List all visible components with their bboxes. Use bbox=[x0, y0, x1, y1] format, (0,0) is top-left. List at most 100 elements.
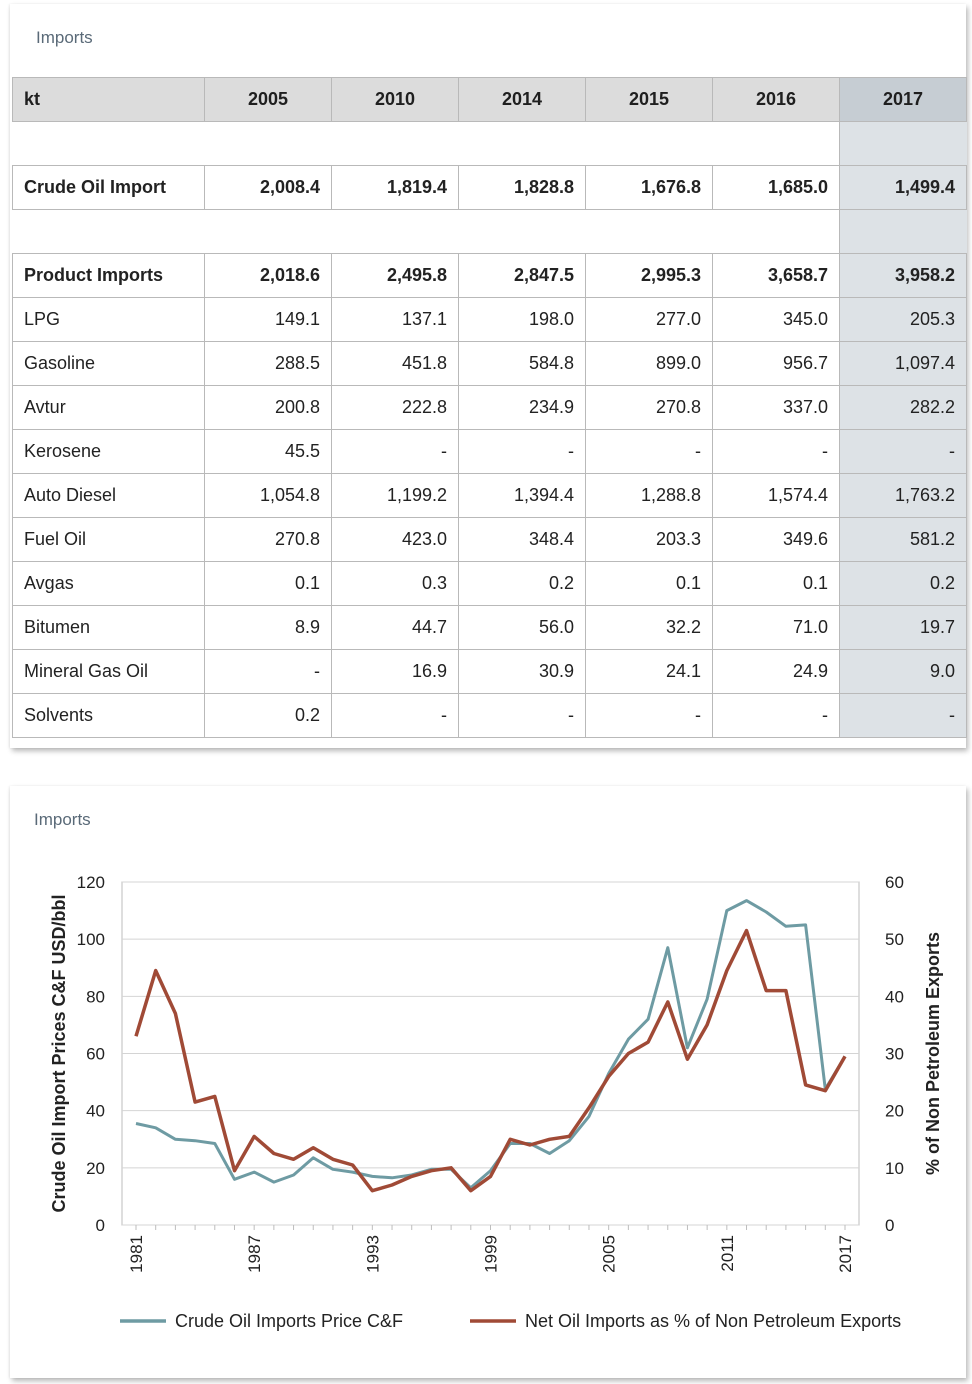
table-cell: 349.6 bbox=[712, 517, 840, 562]
header-year-2015: 2015 bbox=[585, 77, 713, 122]
row-label: Avgas bbox=[12, 561, 205, 606]
table-cell: 2,008.4 bbox=[204, 165, 332, 210]
header-year-2005: 2005 bbox=[204, 77, 332, 122]
row-label: Kerosene bbox=[12, 429, 205, 474]
row-label: Gasoline bbox=[12, 341, 205, 386]
table-cell: - bbox=[585, 693, 713, 738]
table-cell: 1,828.8 bbox=[458, 165, 586, 210]
y2-tick-label: 30 bbox=[885, 1045, 904, 1064]
table-row: Kerosene 45.5- - - - - bbox=[12, 429, 967, 474]
table-cell: 56.0 bbox=[458, 605, 586, 650]
y-tick-label: 40 bbox=[86, 1102, 105, 1121]
header-unit: kt bbox=[12, 77, 205, 122]
chart-card-title: Imports bbox=[34, 810, 91, 829]
table-row: Avgas 0.1 0.3 0.2 0.1 0.1 0.2 bbox=[12, 561, 967, 606]
y2-tick-label: 50 bbox=[885, 930, 904, 949]
table-cell: 0.1 bbox=[204, 561, 332, 606]
x-tick-label: 1981 bbox=[127, 1235, 146, 1273]
table-cell: 3,958.2 bbox=[839, 253, 967, 298]
row-label: Crude Oil Import bbox=[12, 165, 205, 210]
table-cell: 277.0 bbox=[585, 297, 713, 342]
table-body: Crude Oil Import 2,008.4 1,819.4 1,828.8 1,6… bbox=[12, 121, 967, 738]
table-cell: 198.0 bbox=[458, 297, 586, 342]
table-cell: 200.8 bbox=[204, 385, 332, 430]
table-cell: - bbox=[331, 693, 459, 738]
table-cell bbox=[458, 209, 586, 254]
header-year-2010: 2010 bbox=[331, 77, 459, 122]
table-cell bbox=[331, 209, 459, 254]
table-cell: 1,676.8 bbox=[585, 165, 713, 210]
imports-line-chart: 0 20 40 60 80 100 120 0 10 20 30 40 50 60 1981 1987 1993… bbox=[49, 873, 943, 1331]
header-year-2014: 2014 bbox=[458, 77, 586, 122]
table-cell bbox=[712, 121, 840, 166]
row-label: Avtur bbox=[12, 385, 205, 430]
table-cell: 451.8 bbox=[331, 341, 459, 386]
table-cell: 270.8 bbox=[585, 385, 713, 430]
table-cell: 899.0 bbox=[585, 341, 713, 386]
y2-tick-label: 60 bbox=[885, 873, 904, 892]
table-cell: 0.1 bbox=[585, 561, 713, 606]
table-cell: - bbox=[458, 693, 586, 738]
table-cell: 222.8 bbox=[331, 385, 459, 430]
table-cell: - bbox=[712, 693, 840, 738]
table-cell: - bbox=[331, 429, 459, 474]
y2-axis-title: % of Non Petroleum Exports bbox=[923, 932, 943, 1175]
y-tick-label: 120 bbox=[77, 873, 105, 892]
table-cell: 1,288.8 bbox=[585, 473, 713, 518]
series-line-2 bbox=[134, 928, 847, 1193]
table-cell: 205.3 bbox=[839, 297, 967, 342]
table-header-row: kt 2005 2010 2014 2015 2016 2017 bbox=[12, 77, 967, 122]
table-cell bbox=[204, 209, 332, 254]
table-cell: 1,499.4 bbox=[839, 165, 967, 210]
table-cell: 3,658.7 bbox=[712, 253, 840, 298]
table-cell: 1,819.4 bbox=[331, 165, 459, 210]
x-tick-label: 2011 bbox=[718, 1235, 737, 1272]
table-cell: 234.9 bbox=[458, 385, 586, 430]
imports-chart-card: Imports 0 20 40 60 80 100 120 0 10 20 30 40 50 60 1981… bbox=[10, 786, 966, 1378]
row-label bbox=[12, 121, 205, 166]
row-label: Bitumen bbox=[12, 605, 205, 650]
series-line-1 bbox=[135, 899, 847, 1190]
table-cell: 30.9 bbox=[458, 649, 586, 694]
table-cell: 0.3 bbox=[331, 561, 459, 606]
x-tick-label: 1987 bbox=[245, 1235, 264, 1273]
table-cell: 203.3 bbox=[585, 517, 713, 562]
y2-tick-label: 0 bbox=[885, 1216, 894, 1235]
table-row: Fuel Oil 270.8 423.0 348.4 203.3 349.6 581.2 bbox=[12, 517, 967, 562]
table-cell: 0.2 bbox=[839, 561, 967, 606]
table-cell: 45.5 bbox=[204, 429, 332, 474]
y2-tick-label: 10 bbox=[885, 1159, 904, 1178]
table-cell: 2,018.6 bbox=[204, 253, 332, 298]
table-cell bbox=[331, 121, 459, 166]
table-cell: 71.0 bbox=[712, 605, 840, 650]
table-cell: 24.1 bbox=[585, 649, 713, 694]
table-cell: 956.7 bbox=[712, 341, 840, 386]
y2-tick-label: 40 bbox=[885, 987, 904, 1006]
y-tick-label: 20 bbox=[86, 1159, 105, 1178]
table-cell: 1,685.0 bbox=[712, 165, 840, 210]
table-cell: 270.8 bbox=[204, 517, 332, 562]
table-spacer-row bbox=[12, 121, 967, 166]
table-row: Bitumen 8.9 44.7 56.0 32.2 71.0 19.7 bbox=[12, 605, 967, 650]
table-cell: 16.9 bbox=[331, 649, 459, 694]
y-axis-title: Crude Oil Import Prices C&F USD/bbl bbox=[49, 894, 69, 1212]
table-row: Mineral Gas Oil -16.9 30.9 24.1 24.9 9.0 bbox=[12, 649, 967, 694]
table-cell: 1,394.4 bbox=[458, 473, 586, 518]
imports-table: kt 2005 2010 2014 2015 2016 2017 Crude Oil Imp… bbox=[12, 77, 967, 738]
row-label: Solvents bbox=[12, 693, 205, 738]
table-cell: 1,574.4 bbox=[712, 473, 840, 518]
table-cell bbox=[712, 209, 840, 254]
table-cell bbox=[585, 209, 713, 254]
table-cell: 423.0 bbox=[331, 517, 459, 562]
table-cell: 32.2 bbox=[585, 605, 713, 650]
table-cell bbox=[458, 121, 586, 166]
table-cell bbox=[839, 209, 967, 254]
row-label: Auto Diesel bbox=[12, 473, 205, 518]
y-tick-label: 60 bbox=[86, 1045, 105, 1064]
row-label bbox=[12, 209, 205, 254]
table-row: LPG 149.1 137.1 198.0 277.0 345.0 205.3 bbox=[12, 297, 967, 342]
table-cell bbox=[204, 121, 332, 166]
y-tick-label: 80 bbox=[86, 987, 105, 1006]
table-cell: 282.2 bbox=[839, 385, 967, 430]
row-label: Product Imports bbox=[12, 253, 205, 298]
